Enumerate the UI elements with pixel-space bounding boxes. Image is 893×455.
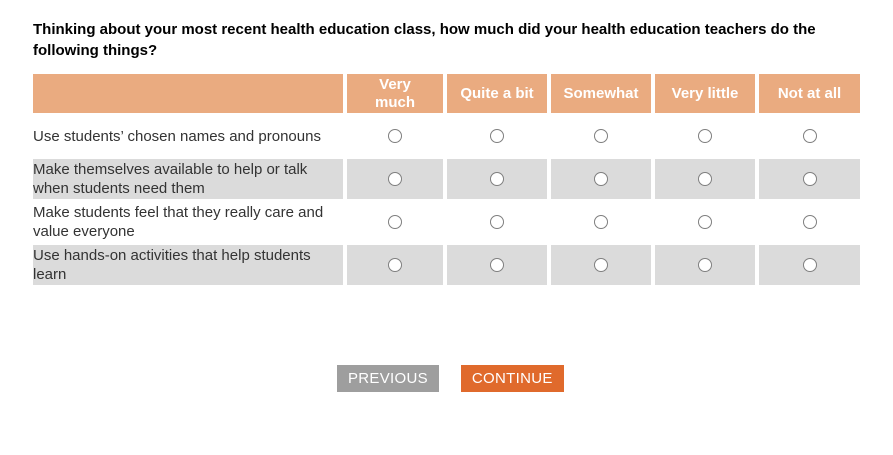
- column-header-label: Very little: [671, 84, 739, 102]
- radio-cell: [755, 113, 860, 156]
- radio-cell: [547, 156, 651, 199]
- column-header-very-much: Very much: [343, 74, 443, 113]
- previous-button[interactable]: PREVIOUS: [337, 365, 439, 392]
- radio-cell: [755, 156, 860, 199]
- radio-row3-not-at-all[interactable]: [802, 214, 817, 229]
- radio-row2-somewhat[interactable]: [594, 171, 608, 186]
- radio-row1-not-at-all[interactable]: [802, 128, 817, 143]
- column-header-label: Quite a bit: [460, 84, 534, 102]
- radio-row3-very-little[interactable]: [698, 214, 712, 229]
- radio-row1-very-much[interactable]: [388, 128, 402, 143]
- radio-cell: [755, 242, 860, 285]
- matrix-header-empty-cell: [33, 74, 343, 113]
- radio-row4-not-at-all[interactable]: [802, 257, 817, 272]
- question-text: Thinking about your most recent health e…: [33, 21, 816, 59]
- table-row-available-to-help: Make themselves available to help or tal…: [33, 156, 860, 199]
- radio-cell: [443, 156, 547, 199]
- column-header-label: Very much: [374, 75, 415, 111]
- radio-row2-very-little[interactable]: [698, 171, 712, 186]
- column-header-label: Not at all: [777, 84, 842, 102]
- table-row-really-care: Make students feel that they really care…: [33, 199, 860, 242]
- row-label: Make students feel that they really care…: [33, 199, 343, 242]
- table-row-hands-on-activities: Use hands-on activities that help studen…: [33, 242, 860, 285]
- radio-row2-not-at-all[interactable]: [802, 171, 817, 186]
- radio-row3-somewhat[interactable]: [594, 214, 608, 229]
- radio-cell: [443, 199, 547, 242]
- column-header-label: Somewhat: [563, 84, 639, 102]
- radio-row3-quite-a-bit[interactable]: [490, 214, 504, 229]
- radio-row4-very-little[interactable]: [698, 257, 712, 272]
- matrix-header-row: Very much Quite a bit Somewhat Very litt…: [33, 74, 860, 113]
- radio-cell: [651, 156, 755, 199]
- column-header-very-little: Very little: [651, 74, 755, 113]
- radio-row1-very-little[interactable]: [698, 128, 712, 143]
- radio-cell: [343, 242, 443, 285]
- table-row-chosen-names: Use students’ chosen names and pronouns: [33, 113, 860, 156]
- radio-cell: [755, 199, 860, 242]
- navigation-buttons: PREVIOUS CONTINUE: [337, 365, 564, 392]
- radio-row1-somewhat[interactable]: [594, 128, 608, 143]
- radio-row2-quite-a-bit[interactable]: [490, 171, 504, 186]
- response-matrix: Very much Quite a bit Somewhat Very litt…: [33, 74, 860, 285]
- radio-cell: [443, 242, 547, 285]
- radio-cell: [547, 113, 651, 156]
- radio-cell: [343, 199, 443, 242]
- radio-cell: [651, 242, 755, 285]
- row-label: Make themselves available to help or tal…: [33, 156, 343, 199]
- row-label: Use students’ chosen names and pronouns: [33, 113, 343, 156]
- radio-cell: [651, 113, 755, 156]
- continue-button[interactable]: CONTINUE: [460, 365, 564, 392]
- column-header-not-at-all: Not at all: [755, 74, 860, 113]
- radio-cell: [547, 242, 651, 285]
- radio-cell: [547, 199, 651, 242]
- radio-row4-quite-a-bit[interactable]: [490, 257, 504, 272]
- radio-row4-somewhat[interactable]: [594, 257, 608, 272]
- radio-cell: [343, 113, 443, 156]
- radio-cell: [343, 156, 443, 199]
- column-header-somewhat: Somewhat: [547, 74, 651, 113]
- radio-row4-very-much[interactable]: [388, 257, 402, 272]
- row-label: Use hands-on activities that help studen…: [33, 242, 343, 285]
- radio-row2-very-much[interactable]: [388, 171, 402, 186]
- radio-row3-very-much[interactable]: [388, 214, 402, 229]
- radio-cell: [651, 199, 755, 242]
- column-header-quite-a-bit: Quite a bit: [443, 74, 547, 113]
- radio-cell: [443, 113, 547, 156]
- radio-row1-quite-a-bit[interactable]: [490, 128, 504, 143]
